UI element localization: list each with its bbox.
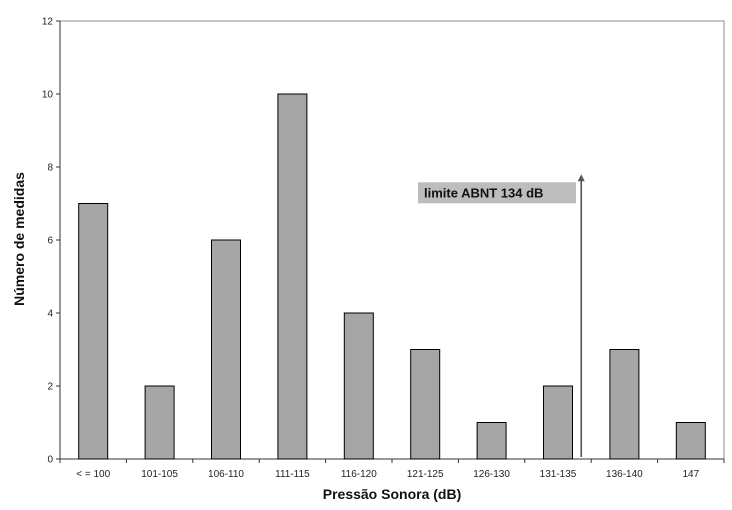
bar <box>211 239 241 460</box>
y-tick-label: 12 <box>42 17 54 28</box>
x-axis-title: Pressão Sonora (dB) <box>323 486 461 502</box>
y-axis-ticks: 0 2 4 6 8 10 12 <box>42 17 60 466</box>
x-tick-label: 136-140 <box>606 469 643 480</box>
x-tick-label: 147 <box>682 469 699 480</box>
x-tick-label: 121-125 <box>407 469 444 480</box>
bar <box>277 93 308 460</box>
y-tick-label: 2 <box>47 382 53 393</box>
x-axis-ticks: < = 100 101-105 106-110 111-115 116-120 121-1… <box>59 459 725 480</box>
bar <box>410 349 441 460</box>
y-tick-label: 6 <box>47 236 53 247</box>
bar <box>343 312 374 460</box>
y-tick-label: 4 <box>47 309 53 320</box>
annotation-arrowhead <box>577 174 585 182</box>
annotation: limite ABNT 134 dB <box>418 174 585 457</box>
bar <box>543 385 573 460</box>
x-tick-label: 101-105 <box>141 469 178 480</box>
x-tick-label: 131-135 <box>540 469 577 480</box>
bar <box>476 422 507 460</box>
bar <box>78 203 109 460</box>
bar <box>144 385 175 460</box>
y-axis-title: Número de medidas <box>11 172 27 306</box>
y-tick-label: 10 <box>42 90 54 101</box>
x-tick-label: 106-110 <box>208 469 244 480</box>
bars <box>78 93 706 460</box>
y-tick-label: 8 <box>47 163 53 174</box>
x-tick-label: 126-130 <box>473 469 510 480</box>
bar <box>675 422 706 460</box>
x-tick-label: < = 100 <box>76 469 110 480</box>
x-tick-label: 111-115 <box>275 469 310 480</box>
bar <box>609 349 640 460</box>
y-tick-label: 0 <box>47 455 53 466</box>
annotation-box <box>418 182 576 204</box>
annotation-label: limite ABNT 134 dB <box>424 185 543 200</box>
x-tick-label: 116-120 <box>341 469 377 480</box>
